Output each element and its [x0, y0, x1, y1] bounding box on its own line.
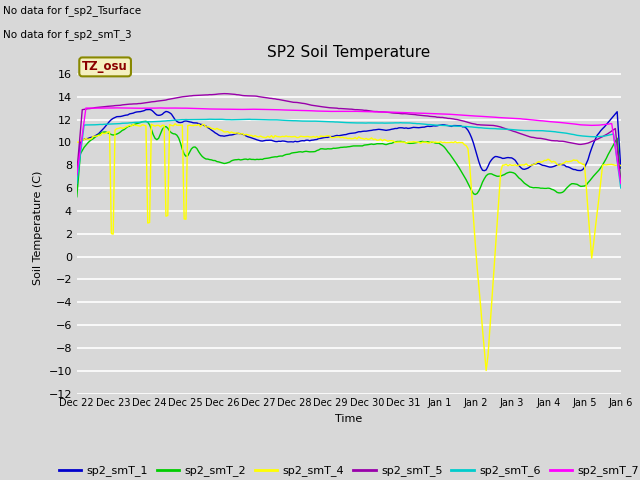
Title: SP2 Soil Temperature: SP2 Soil Temperature	[267, 45, 431, 60]
Legend: sp2_smT_1, sp2_smT_2, sp2_smT_4, sp2_smT_5, sp2_smT_6, sp2_smT_7: sp2_smT_1, sp2_smT_2, sp2_smT_4, sp2_smT…	[54, 461, 640, 480]
Text: No data for f_sp2_smT_3: No data for f_sp2_smT_3	[3, 29, 132, 40]
Text: TZ_osu: TZ_osu	[82, 60, 128, 73]
X-axis label: Time: Time	[335, 414, 362, 424]
Text: No data for f_sp2_Tsurface: No data for f_sp2_Tsurface	[3, 5, 141, 16]
Y-axis label: Soil Temperature (C): Soil Temperature (C)	[33, 171, 43, 285]
